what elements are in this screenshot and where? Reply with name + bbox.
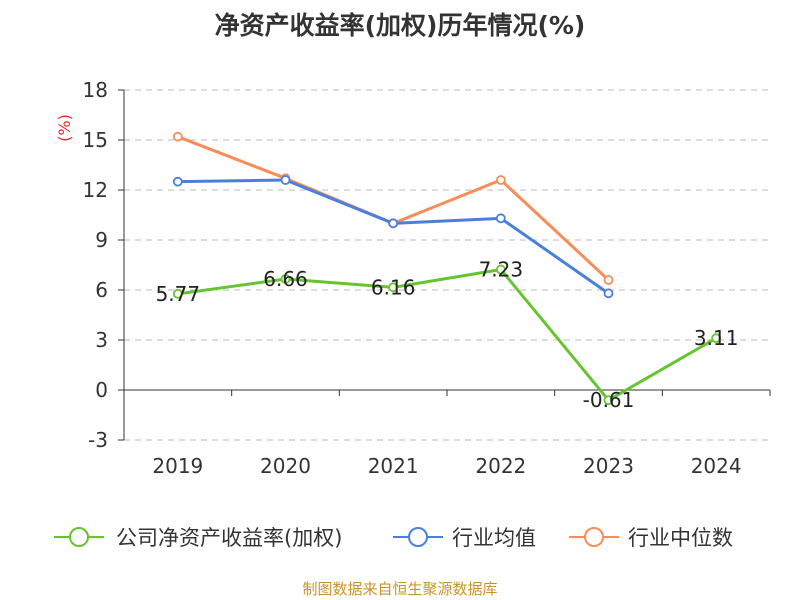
x-tick-label: 2020 (260, 454, 311, 478)
y-tick-label: 0 (95, 378, 108, 402)
series-line-0 (177, 268, 717, 402)
data-label: -0.61 (583, 388, 635, 412)
data-point-series-0 (388, 282, 399, 293)
data-point-series-0 (280, 274, 291, 284)
legend-label: 行业中位数 (628, 526, 733, 550)
data-point-series-2 (172, 131, 183, 142)
legend-marker-2 (584, 527, 604, 547)
data-point-series-1 (172, 176, 183, 187)
legend-marker-1 (408, 527, 428, 547)
data-point-series-2 (495, 175, 506, 185)
data-point-series-0 (711, 333, 722, 344)
x-tick-label: 2024 (691, 454, 742, 478)
x-tick-label: 2019 (152, 454, 203, 478)
data-point-series-1 (280, 175, 291, 185)
data-point-series-1 (603, 288, 614, 299)
y-tick-label: 6 (95, 278, 108, 302)
data-source-note: 制图数据来自恒生聚源数据库 (302, 580, 498, 598)
x-tick-label: 2021 (368, 454, 419, 478)
x-tick-label: 2023 (583, 454, 634, 478)
y-tick-label: 15 (83, 128, 108, 152)
y-axis-unit-label: (%) (55, 114, 74, 142)
data-point-series-2 (603, 275, 614, 285)
y-tick-label: 3 (95, 328, 108, 352)
y-tick-label: 18 (83, 78, 108, 102)
data-point-series-1 (388, 218, 399, 229)
x-tick-label: 2022 (475, 454, 526, 478)
legend-label: 行业均值 (452, 526, 536, 550)
y-tick-label: 12 (83, 178, 108, 202)
legend-marker-0 (69, 527, 89, 547)
y-tick-label: 9 (95, 228, 108, 252)
data-label: 3.11 (694, 326, 739, 350)
chart-title: 净资产收益率(加权)历年情况(%) (214, 11, 586, 40)
data-point-series-0 (603, 395, 614, 406)
data-label: 5.77 (156, 282, 201, 306)
series-line-2 (177, 135, 610, 282)
data-label: 6.66 (263, 267, 308, 291)
y-tick-label: -3 (88, 428, 108, 452)
legend-label: 公司净资产收益率(加权) (116, 526, 342, 550)
data-point-series-0 (172, 288, 183, 299)
data-label: 6.16 (371, 275, 416, 299)
data-label: 7.23 (479, 258, 524, 282)
data-point-series-0 (495, 264, 506, 275)
data-point-series-1 (495, 213, 506, 224)
